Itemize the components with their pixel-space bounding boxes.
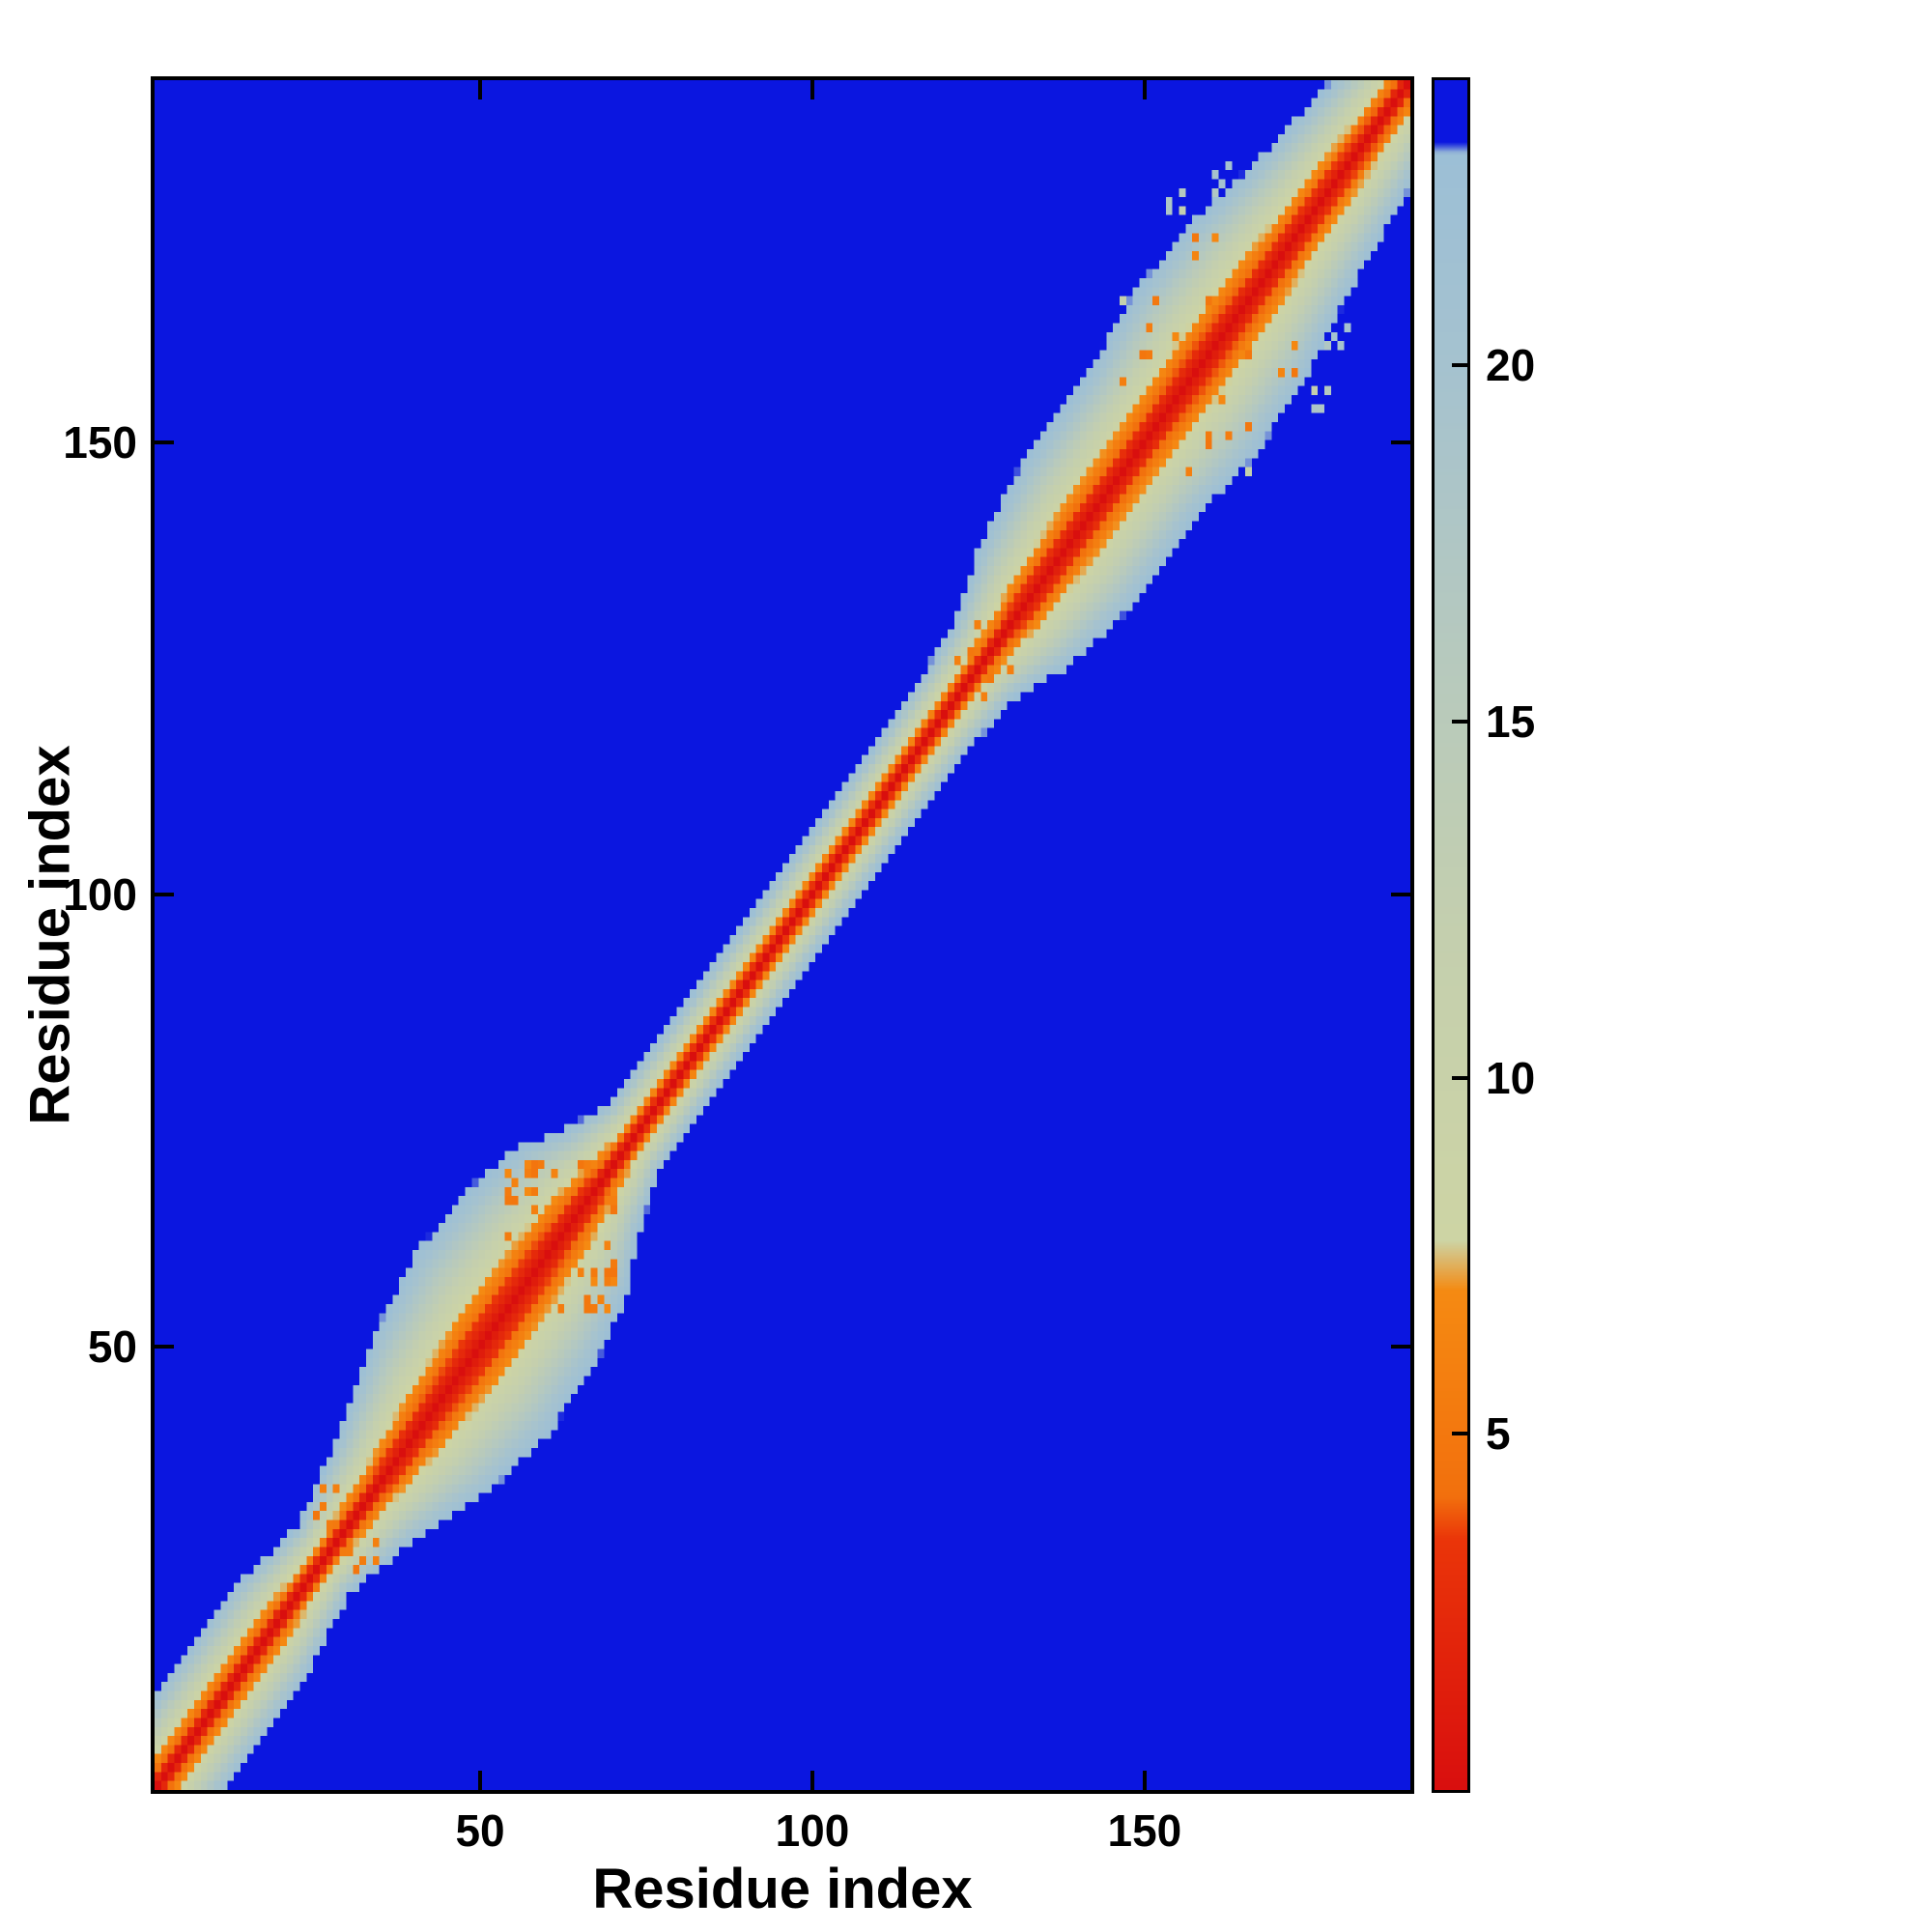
- colorbar-tick-label: 5: [1486, 1408, 1511, 1460]
- y-tick-mark: [1391, 1345, 1410, 1350]
- colorbar-tick-label: 10: [1486, 1052, 1536, 1103]
- x-tick-label: 100: [775, 1805, 850, 1856]
- colorbar-tick-mark: [1452, 1432, 1467, 1436]
- y-tick-mark: [155, 892, 174, 896]
- y-tick-mark: [155, 1345, 174, 1350]
- colorbar-tick-label: 15: [1486, 696, 1536, 747]
- x-tick-mark: [1142, 1771, 1147, 1790]
- y-tick-label: 100: [63, 868, 137, 920]
- x-tick-label: 150: [1107, 1805, 1182, 1856]
- colorbar: [1432, 77, 1470, 1793]
- x-tick-mark: [810, 1771, 814, 1790]
- y-tick-label: 150: [63, 416, 137, 468]
- x-axis-label: Residue index: [592, 1858, 973, 1920]
- x-tick-mark: [478, 1771, 483, 1790]
- y-axis-label: Residue index: [18, 745, 82, 1125]
- colorbar-tick-mark: [1452, 719, 1467, 724]
- colorbar-tick-mark: [1452, 1075, 1467, 1080]
- y-tick-mark: [1391, 892, 1410, 896]
- x-tick-mark: [810, 80, 814, 99]
- x-tick-mark: [478, 80, 483, 99]
- colorbar-gradient: [1435, 80, 1467, 1790]
- x-tick-mark: [1142, 80, 1147, 99]
- distance-matrix-heatmap: [155, 80, 1410, 1790]
- x-tick-label: 50: [455, 1805, 505, 1856]
- colorbar-tick-label: 20: [1486, 340, 1536, 390]
- y-tick-mark: [1391, 440, 1410, 444]
- heatmap-plot: [151, 76, 1414, 1794]
- y-tick-mark: [155, 440, 174, 444]
- colorbar-tick-mark: [1452, 363, 1467, 367]
- y-tick-label: 50: [87, 1321, 137, 1373]
